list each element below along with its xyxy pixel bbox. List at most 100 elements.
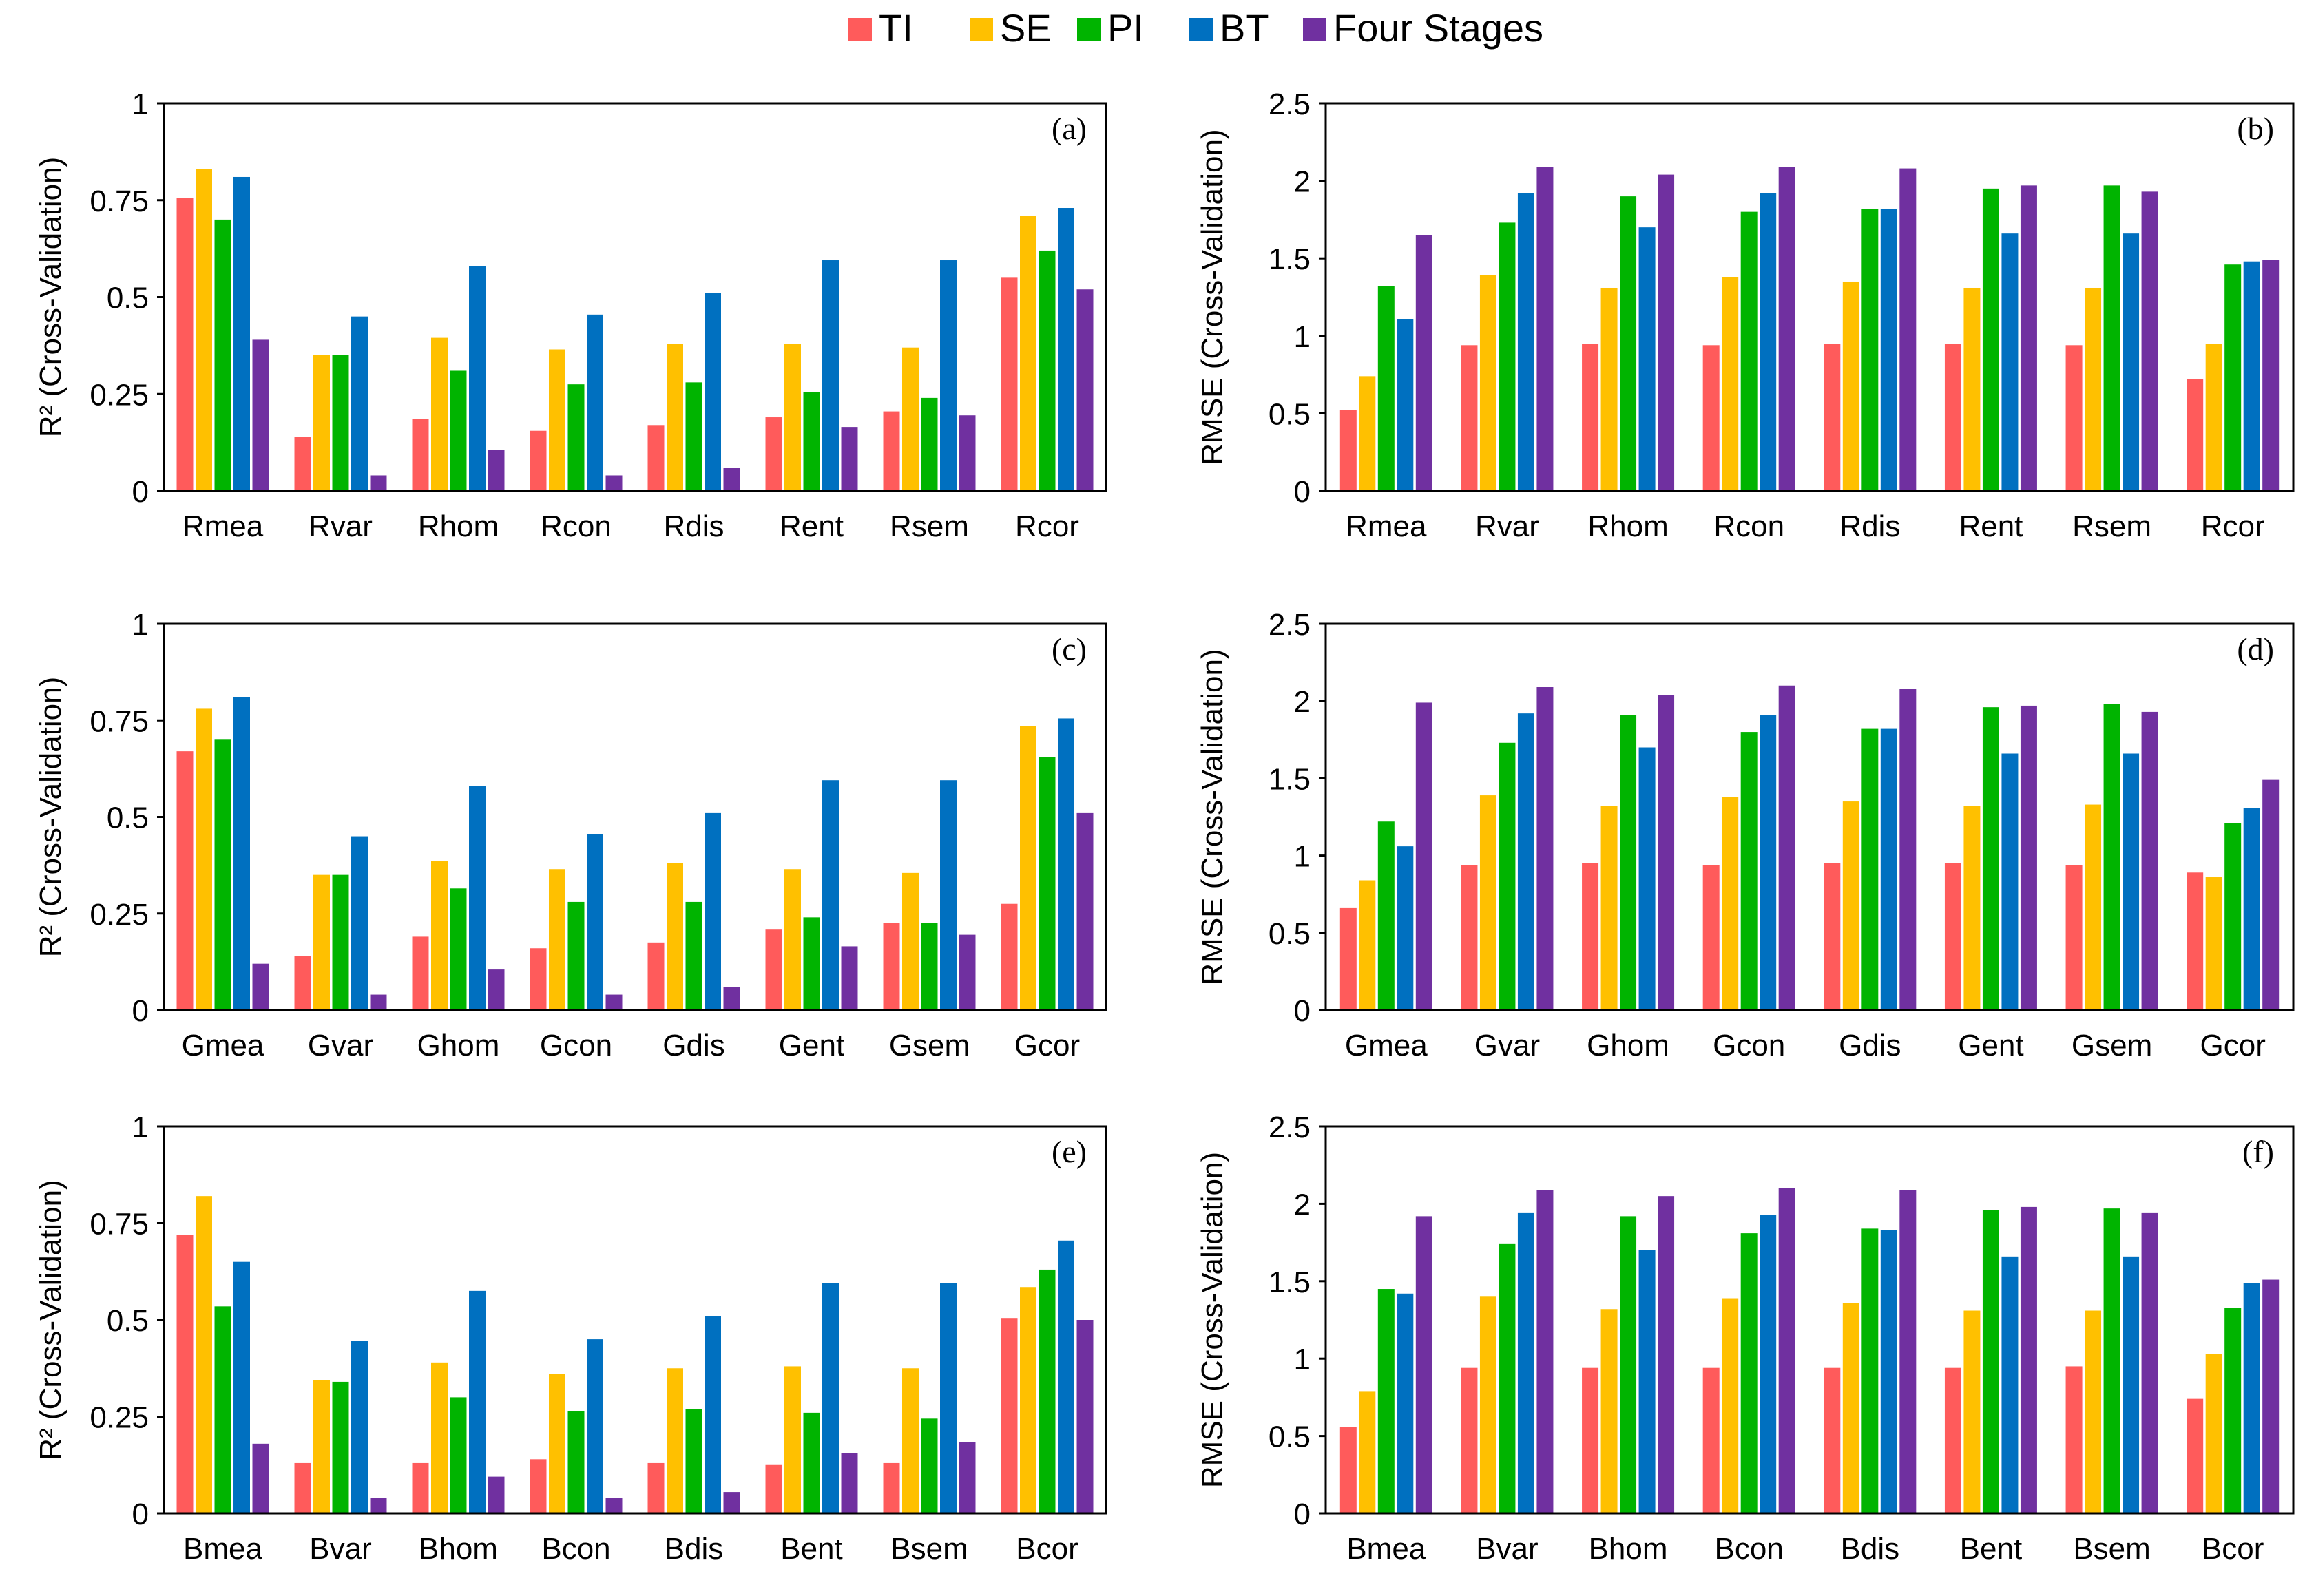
bar-four-stages-rmea (1415, 235, 1432, 491)
panel-label: (e) (1052, 1134, 1087, 1169)
bar-se-bdis (667, 1368, 683, 1513)
bar-ti-bcor (1001, 1318, 1018, 1513)
bar-pi-gsem (2103, 704, 2120, 1010)
bar-bt-bhom (469, 1290, 486, 1513)
x-tick-label: Gcon (1713, 1029, 1785, 1062)
bar-four-stages-rsem (959, 415, 976, 491)
bar-bt-rsem (940, 260, 957, 491)
x-tick-label: Rent (1959, 510, 2023, 543)
bar-bt-bsem (2123, 1256, 2140, 1513)
bar-four-stages-gcor (2262, 779, 2280, 1010)
x-tick-label: Gent (779, 1029, 844, 1062)
chart-panel-b: 0 0.5 1 1.5 2 2.5 RMSE (Cross-Validation) (b) Rm… (1196, 87, 2295, 543)
y-tick-label: 1 (132, 87, 149, 121)
bar-four-stages-bcor (1076, 1320, 1094, 1513)
y-tick-label: 1 (1294, 840, 1311, 874)
bar-se-gvar (313, 874, 330, 1010)
bar-four-stages-rhom (1658, 174, 1675, 492)
bar-ti-bvar (1461, 1367, 1478, 1513)
x-tick-label: Bcor (2202, 1532, 2264, 1566)
bar-se-bcor (2205, 1354, 2222, 1513)
bar-bt-bhom (1638, 1250, 1656, 1513)
bar-bt-gcon (1760, 715, 1777, 1010)
chart-panel-e: 0 0.25 0.5 0.75 1 R² (Cross-Validation) (e) Bme… (34, 1111, 1107, 1566)
x-tick-label: Gent (1958, 1029, 2023, 1062)
bar-pi-bsem (921, 1418, 938, 1513)
bar-pi-rhom (450, 370, 467, 491)
bar-ti-gcor (1001, 903, 1018, 1010)
bar-bt-rcor (2243, 261, 2260, 491)
bar-bt-rent (822, 260, 839, 491)
y-tick-label: 0.75 (90, 1208, 149, 1241)
bar-pi-rsem (2103, 185, 2120, 491)
bar-bt-rdis (705, 293, 721, 491)
bar-pi-bhom (450, 1397, 467, 1513)
bar-se-rhom (431, 337, 448, 491)
bar-ti-gcor (2187, 872, 2204, 1010)
bar-pi-gvar (332, 874, 349, 1010)
x-tick-label: Rvar (1475, 510, 1539, 543)
bar-se-gsem (902, 872, 919, 1010)
bar-ti-rent (1944, 344, 1961, 491)
chart-panel-f: 0 0.5 1 1.5 2 2.5 RMSE (Cross-Validation) (f) Bm… (1196, 1111, 2295, 1566)
bar-bt-bvar (1517, 1212, 1534, 1513)
bar-bt-gcor (2243, 808, 2260, 1010)
bar-pi-gcon (1740, 732, 1758, 1010)
x-tick-label: Bsem (890, 1532, 968, 1566)
bar-four-stages-rdis (723, 468, 740, 491)
bar-pi-rvar (1499, 222, 1516, 491)
bar-ti-bmea (176, 1235, 194, 1513)
legend-label: TI (879, 6, 913, 50)
x-tick-label: Rvar (309, 510, 373, 543)
bar-ti-gmea (176, 751, 194, 1010)
bar-se-rcon (1722, 277, 1739, 491)
bar-pi-rcon (567, 384, 585, 491)
bar-ti-gdis (1824, 863, 1841, 1010)
bar-ti-bcon (1702, 1367, 1720, 1513)
legend-item-bt: BT (1189, 6, 1269, 50)
bar-pi-rcon (1740, 211, 1758, 491)
x-tick-label: Bmea (183, 1532, 262, 1566)
bar-ti-bcor (2187, 1398, 2204, 1513)
y-axis-title: R² (Cross-Validation) (34, 677, 67, 958)
bar-four-stages-ghom (488, 969, 505, 1010)
y-tick-label: 2 (1294, 165, 1311, 199)
y-tick-label: 0 (1294, 994, 1311, 1028)
y-tick-label: 1 (132, 1111, 149, 1144)
bar-se-rcor (1020, 216, 1036, 491)
bar-se-bcon (549, 1374, 565, 1513)
bar-pi-ghom (450, 888, 467, 1010)
bar-bt-bmea (233, 1261, 250, 1513)
bar-ti-rcor (2187, 379, 2204, 491)
x-tick-label: Gdis (663, 1029, 724, 1062)
bar-se-rvar (313, 355, 330, 491)
bar-ti-gent (765, 929, 782, 1010)
bar-pi-bcon (567, 1411, 585, 1513)
x-tick-label: Rhom (418, 510, 499, 543)
x-tick-label: Gcor (2200, 1029, 2266, 1062)
bar-pi-rmea (214, 219, 231, 491)
legend-swatch (1189, 18, 1213, 41)
x-tick-label: Rent (780, 510, 844, 543)
bar-bt-rcor (1058, 208, 1074, 491)
bar-ti-rdis (1824, 344, 1841, 491)
bar-se-ghom (1600, 806, 1618, 1010)
bar-ti-gvar (294, 956, 311, 1010)
bar-pi-gcor (2224, 823, 2242, 1010)
bar-four-stages-rcon (1778, 167, 1795, 491)
bar-four-stages-bcon (1778, 1188, 1795, 1513)
bar-four-stages-gdis (723, 987, 740, 1010)
bar-four-stages-rsem (2141, 191, 2158, 491)
y-tick-label: 0 (132, 994, 149, 1028)
bar-four-stages-bdis (1899, 1190, 1917, 1513)
bar-bt-gcor (1058, 718, 1074, 1010)
panel-label: (f) (2242, 1134, 2274, 1169)
bar-four-stages-rmea (252, 339, 269, 491)
x-tick-label: Rcon (541, 510, 612, 543)
x-tick-label: Rdis (663, 510, 724, 543)
y-tick-label: 0.25 (90, 378, 149, 412)
bar-four-stages-bcon (605, 1498, 623, 1513)
y-tick-label: 1.5 (1269, 242, 1311, 276)
bar-bt-ghom (1638, 747, 1656, 1010)
bar-pi-rent (1982, 188, 1999, 491)
